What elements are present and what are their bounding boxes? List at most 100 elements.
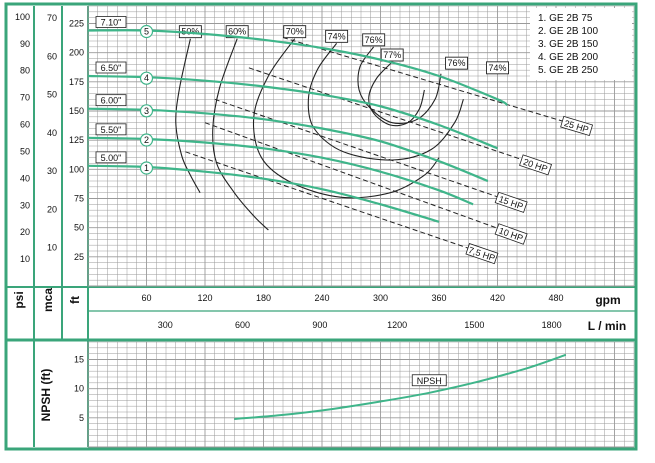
gpm-tick-label: 120 <box>197 293 212 303</box>
power-line <box>204 122 503 231</box>
ft-tick-label: 75 <box>74 194 84 204</box>
efficiency-label-box <box>283 25 307 39</box>
psi-tick-label: 60 <box>20 120 30 130</box>
npsh-line <box>234 353 567 420</box>
npsh-tick-label: 10 <box>74 384 84 394</box>
efficiency-label: 76% <box>365 35 383 45</box>
psi-tick-label: 80 <box>20 66 30 76</box>
lmin-tick-label: 600 <box>235 320 250 330</box>
impeller-number-circle <box>139 24 154 39</box>
impeller-diameter-box <box>95 94 127 107</box>
legend: 1. GE 2B 75 2. GE 2B 100 3. GE 2B 150 4. GE… <box>530 8 632 80</box>
efficiency-curve <box>357 46 442 124</box>
mca-tick-label: 30 <box>47 166 57 176</box>
gpm-tick-label: 60 <box>141 293 151 303</box>
npsh-curve: NPSH <box>234 353 567 420</box>
impeller-number-circle <box>139 133 154 147</box>
gpm-tick-label: 240 <box>314 293 329 303</box>
impeller-number-circle <box>139 71 154 85</box>
efficiency-label: 50% <box>181 27 199 37</box>
psi-tick-label: 20 <box>20 227 30 237</box>
impeller-diameter-label: 5.00" <box>101 153 122 163</box>
gpm-tick-label: 420 <box>490 293 505 303</box>
impeller-number-circle <box>139 161 154 175</box>
legend-entry: 3. GE 2B 150 <box>538 39 598 50</box>
mca-tick-label: 10 <box>47 243 57 253</box>
gpm-tick-label: 300 <box>373 293 388 303</box>
efficiency-label-box <box>325 29 349 43</box>
ft-axis-label: ft <box>68 296 82 304</box>
impeller-number: 5 <box>144 27 149 37</box>
legend-entry: 4. GE 2B 200 <box>538 52 598 63</box>
efficiency-label: 76% <box>448 58 466 68</box>
npsh-tick-label: 15 <box>74 355 84 365</box>
lmin-axis-label: L / min <box>588 319 626 333</box>
psi-tick-label: 30 <box>20 200 30 210</box>
psi-tick-label: 90 <box>20 39 30 49</box>
efficiency-label-box <box>445 56 468 70</box>
mca-tick-label: 60 <box>47 51 57 61</box>
lmin-tick-label: 1800 <box>542 320 562 330</box>
lmin-tick-label: 300 <box>158 320 173 330</box>
impeller-diameter-box <box>95 61 127 74</box>
gpm-tick-label: 480 <box>548 293 563 303</box>
impeller-diameter-box <box>95 16 127 28</box>
mca-tick-label: 20 <box>47 204 57 214</box>
lmin-tick-label: 900 <box>312 320 327 330</box>
efficiency-curve <box>307 42 464 161</box>
gpm-tick-label: 180 <box>256 293 271 303</box>
impeller-diameter-label: 7.10" <box>101 18 122 28</box>
bottom-axis-band <box>6 286 636 342</box>
mca-axis-label: mca <box>41 288 55 312</box>
impeller-diameter-label: 5.50" <box>101 125 122 135</box>
lmin-tick-label: 1200 <box>387 320 407 330</box>
impeller-diameter-box <box>95 151 127 164</box>
ft-tick-label: 175 <box>69 77 84 87</box>
impeller-number: 3 <box>144 106 149 116</box>
efficiency-label: 60% <box>228 27 246 37</box>
impeller-curves: 5.00" 1 5.50" 2 6.00" 3 6.50" 4 7.10" 5 <box>87 16 508 223</box>
impeller-diameter-box <box>95 123 127 136</box>
ft-tick-label: 150 <box>69 106 84 116</box>
efficiency-label: 74% <box>488 63 506 73</box>
efficiency-curve <box>212 38 269 231</box>
efficiency-label-box <box>380 48 404 62</box>
impeller-number: 4 <box>144 73 149 83</box>
ft-tick-label: 225 <box>69 19 84 29</box>
gpm-axis-label: gpm <box>595 293 620 307</box>
efficiency-label: 70% <box>286 27 304 37</box>
impeller-diameter-label: 6.00" <box>101 96 122 106</box>
legend-entry: 5. GE 2B 250 <box>538 65 598 76</box>
lmin-tick-label: 1500 <box>464 320 484 330</box>
ft-tick-label: 125 <box>69 135 84 145</box>
power-line <box>185 151 474 251</box>
efficiency-label-box <box>486 61 509 75</box>
efficiency-label: 77% <box>383 50 401 60</box>
power-line <box>214 98 503 199</box>
efficiency-curves: 50% 60% 70% 74% 76%77%76% 74% <box>175 25 509 231</box>
npsh-tick-label: 5 <box>79 413 84 423</box>
psi-tick-label: 50 <box>20 146 30 156</box>
psi-axis-label: psi <box>12 291 26 308</box>
efficiency-curve <box>368 61 425 127</box>
npsh-label-box <box>411 374 447 387</box>
npsh-label: NPSH <box>417 376 442 386</box>
impeller-number: 2 <box>144 135 149 145</box>
mca-tick-label: 50 <box>47 90 57 100</box>
legend-entry: 1. GE 2B 75 <box>538 13 593 24</box>
ft-tick-label: 50 <box>74 223 84 233</box>
ft-tick-label: 25 <box>74 252 84 262</box>
psi-tick-label: 40 <box>20 173 30 183</box>
ft-tick-label: 100 <box>69 164 84 174</box>
impeller-curve <box>87 29 508 107</box>
mca-tick-label: 70 <box>47 13 57 23</box>
efficiency-label: 74% <box>328 31 346 41</box>
psi-tick-label: 70 <box>20 93 30 103</box>
legend-entry: 2. GE 2B 100 <box>538 26 598 37</box>
impeller-number-circle <box>139 104 154 118</box>
legend-box <box>530 8 632 80</box>
power-line <box>248 67 527 162</box>
unit-labels: psi mca ft gpm L / min NPSH (ft) <box>12 288 626 422</box>
